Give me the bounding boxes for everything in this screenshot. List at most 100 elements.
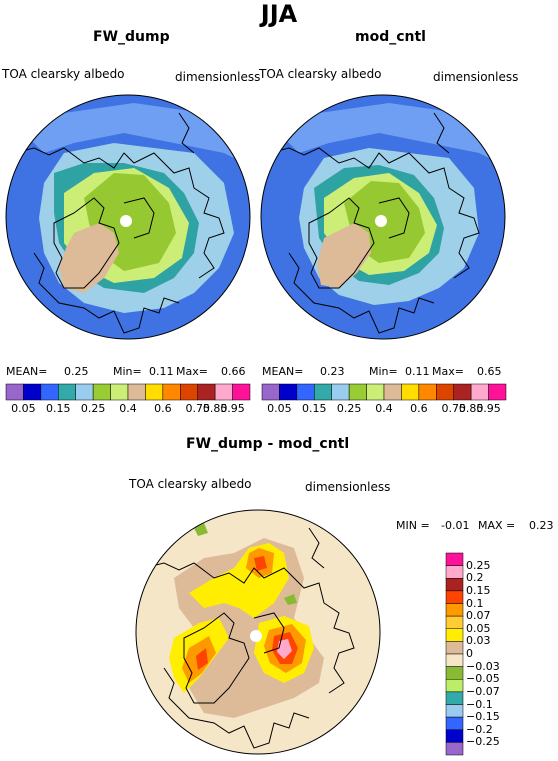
panel-3-polar-map [135,509,381,755]
panel-2-variable: TOA clearsky albedo [259,67,382,81]
panel-1-colorbar-tick-label: 0.85 [202,402,228,415]
panel-3-colorbar-label: 0.15 [466,583,491,597]
panel-2-colorbar-tick-label: 0.4 [375,402,393,415]
panel-1-colorbar-tick-label: 0.95 [220,402,245,415]
panel-2-colorbar-swatch [331,383,350,401]
panel-3-colorbar-label: 0.03 [466,634,491,648]
panel-3-colorbar-label: 0.2 [466,571,484,585]
panel-1-colorbar-swatch [110,383,129,401]
panel-1-max-value: 0.66 [221,365,246,378]
panel-2-title: mod_cntl [355,29,426,45]
panel-2-colorbar-swatch [418,383,437,401]
panel-3-colorbar-labels: 0.25 0.2 0.15 0.1 0.07 0.05 0.03 0 −0.03 −0.05 −0.… [466,553,546,755]
panel-1-colorbar-tick-label: 0.25 [80,402,106,415]
panel-1-colorbar-tick-label: 0.05 [11,402,36,415]
panel-2-mean-value: 0.23 [320,365,345,378]
panel-3-colorbar-swatch [445,641,464,655]
panel-1-colorbar-swatch [214,383,233,401]
panel-2-colorbar-swatch [314,383,332,401]
panel-3-colorbar-swatch [445,704,464,718]
panel-3-colorbar-label: 0.05 [466,621,491,635]
panel-2-colorbar-tick-label: 0.15 [302,402,327,415]
panel-3-colorbar-swatch [445,742,464,756]
panel-3-units: dimensionless [305,480,391,494]
panel-1-colorbar-swatch [145,383,164,401]
panel-3-colorbar-label: −0.1 [466,697,493,711]
panel-1-colorbar-swatch [40,383,59,401]
panel-2-colorbar-swatch [488,383,507,401]
panel-3-colorbar-label: −0.07 [466,684,500,698]
panel-2-colorbar-swatch [453,383,472,401]
panel-3-max-label: MAX = [478,519,516,532]
panel-1-colorbar-swatch [162,383,181,401]
panel-3-colorbar [445,552,464,756]
panel-3-colorbar-swatch [445,615,464,629]
panel-3-min-value: -0.01 [441,519,470,532]
panel-3-min-label: MIN = [396,519,430,532]
panel-1-colorbar-swatch [127,383,146,401]
panel-1-colorbar-swatch [92,383,111,401]
panel-1-colorbar-swatch [232,383,251,401]
panel-3-colorbar-swatch [445,628,464,642]
panel-3-colorbar-label: −0.2 [466,722,493,736]
panel-2-mean-label: MEAN= [262,365,304,378]
panel-1-colorbar-swatch [75,383,94,401]
panel-2-colorbar-tick-label: 0.85 [458,402,484,415]
panel-2-polar-map [260,94,506,340]
panel-3-colorbar-label: −0.15 [466,710,500,724]
panel-3-colorbar-label: 0.07 [466,609,491,623]
panel-2-colorbar-swatch [348,383,367,401]
panel-1-colorbar-swatch [197,383,216,401]
panel-3-colorbar-label: 0.1 [466,596,484,610]
panel-2-colorbar-ticks: 0.05 0.15 0.25 0.4 0.6 0.75 0.85 0.95 [262,402,506,416]
panel-3-colorbar-label: −0.05 [466,672,500,686]
panel-3-colorbar-swatch [445,716,464,730]
panel-1-colorbar-swatch [23,383,42,401]
panel-3-colorbar-swatch [445,653,464,667]
panel-3-colorbar-swatch [445,603,464,617]
panel-1-mean-label: MEAN= [6,365,48,378]
season-title: JJA [260,0,298,28]
panel-3-colorbar-swatch [445,679,464,693]
panel-1-units: dimensionless [175,70,261,84]
panel-3-title: FW_dump - mod_cntl [186,436,350,452]
panel-1-mean-value: 0.25 [64,365,89,378]
panel-2-colorbar-swatch [366,383,385,401]
panel-2-colorbar-tick-label: 0.95 [476,402,501,415]
panel-1-min-value: 0.11 [149,365,174,378]
panel-3-colorbar-swatch [445,729,464,743]
panel-2-units: dimensionless [433,70,519,84]
panel-2-max-label: Max= [432,365,464,378]
panel-2-colorbar [261,383,507,401]
panel-2-colorbar-tick-label: 0.05 [267,402,292,415]
panel-2-colorbar-swatch [470,383,489,401]
panel-3-variable: TOA clearsky albedo [129,477,252,491]
panel-2-colorbar-tick-label: 0.6 [410,402,428,415]
panel-3-colorbar-swatch [445,552,464,566]
panel-2-min-value: 0.11 [405,365,430,378]
panel-2-colorbar-swatch [401,383,420,401]
panel-3-colorbar-label: −0.25 [466,735,500,749]
panel-2-colorbar-swatch [296,383,315,401]
panel-3-max-value: 0.23 [529,519,554,532]
panel-3-colorbar-swatch [445,590,464,604]
panel-1-variable: TOA clearsky albedo [2,67,125,81]
panel-1-colorbar-swatch [58,383,76,401]
panel-1-colorbar-ticks: 0.05 0.15 0.25 0.4 0.6 0.75 0.85 0.95 [6,402,250,416]
panel-1-polar-map [5,94,251,340]
panel-2-colorbar-tick-label: 0.75 [441,402,466,415]
panel-1-colorbar [5,383,251,401]
panel-2-colorbar-swatch [279,383,298,401]
panel-2-colorbar-swatch [261,383,280,401]
panel-1-title: FW_dump [93,29,170,45]
panel-2-max-value: 0.65 [477,365,502,378]
panel-1-colorbar-swatch [5,383,24,401]
panel-2-min-label: Min= [369,365,398,378]
panel-1-colorbar-swatch [180,383,198,401]
panel-3-colorbar-label: 0.25 [466,558,491,572]
panel-3-colorbar-swatch [445,666,464,680]
panel-1-min-label: Min= [113,365,142,378]
panel-2-colorbar-tick-label: 0.25 [336,402,362,415]
panel-3-colorbar-swatch [445,578,464,592]
panel-1-colorbar-tick-label: 0.4 [119,402,137,415]
